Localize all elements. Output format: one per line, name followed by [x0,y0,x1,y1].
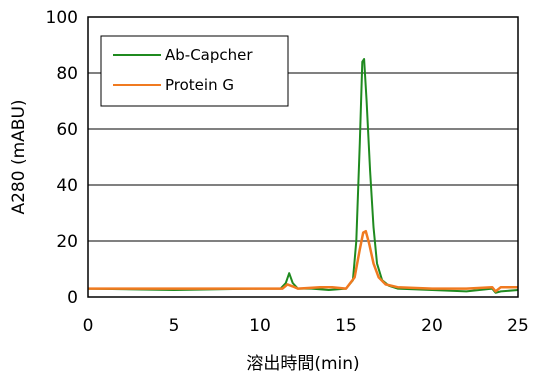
y-tick-label: 60 [56,120,78,140]
legend-label-protein-g: Protein G [165,76,234,94]
x-tick-label: 20 [421,316,443,336]
y-tick-label: 40 [56,176,78,196]
series-line-ab-capcher [87,58,519,294]
series-line-protein-g [88,229,518,293]
y-tick-label: 0 [67,288,78,308]
legend: Ab-Capcher Protein G [100,35,289,107]
legend-box [100,35,289,107]
legend-label-ab-capcher: Ab-Capcher [165,46,253,64]
y-axis: 0 20 40 60 80 100 [46,8,78,308]
x-tick-label: 5 [169,316,180,336]
series-layer [87,58,519,294]
y-tick-label: 80 [56,64,78,84]
y-tick-label: 100 [46,8,78,28]
y-tick-label: 20 [56,232,78,252]
y-axis-title: A280 (mABU) [9,99,29,214]
x-tick-label: 10 [249,316,271,336]
x-tick-label: 15 [335,316,357,336]
x-tick-label: 25 [507,316,529,336]
x-tick-label: 0 [83,316,94,336]
plot-area [87,16,519,298]
x-axis-title: 溶出時間(min) [246,354,359,374]
x-axis: 0 5 10 15 20 25 [83,316,529,336]
